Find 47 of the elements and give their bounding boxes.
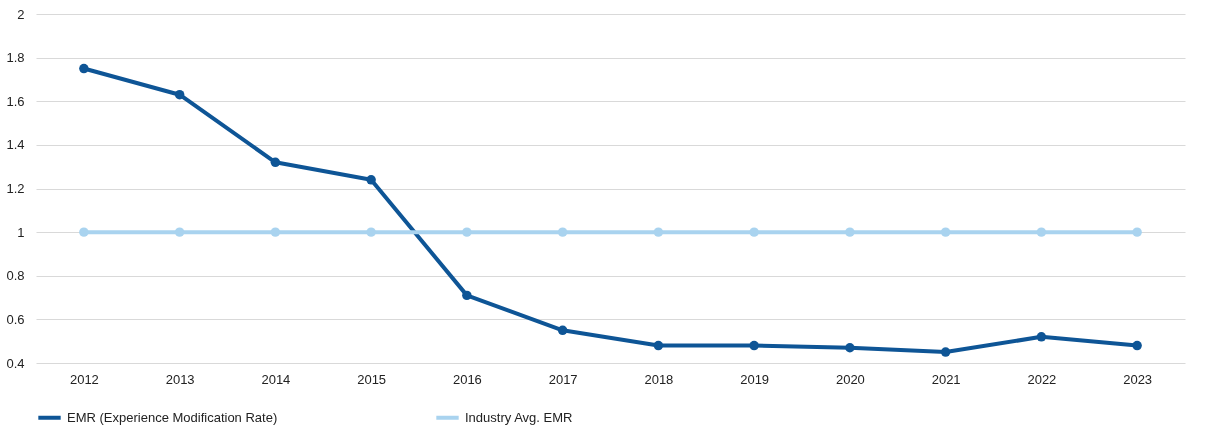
x-tick-label: 2022: [1027, 371, 1057, 387]
y-tick-label: 1.2: [6, 181, 25, 196]
y-tick-label: 1.6: [6, 93, 25, 109]
point: [749, 340, 759, 351]
x-tick-label: 2016: [452, 371, 482, 387]
point: [270, 157, 281, 168]
point: [1036, 227, 1047, 237]
point: [557, 227, 568, 237]
point: [366, 175, 376, 185]
y-tick-label: 0.4: [6, 355, 25, 371]
x-tick-label: 2014: [261, 371, 291, 387]
x-tick-label: 2013: [165, 371, 195, 387]
point: [462, 227, 472, 237]
point: [845, 343, 855, 353]
y-tick-label: 1: [17, 224, 25, 240]
point: [653, 227, 664, 237]
point: [366, 227, 376, 237]
x-tick-label: 2021: [931, 371, 961, 387]
x-tick-label: 2012: [69, 371, 99, 387]
y-tick-label: 1.4: [6, 137, 25, 153]
point: [462, 290, 472, 301]
x-tick-label: 2023: [1123, 371, 1153, 387]
point: [270, 227, 281, 237]
point: [174, 89, 185, 100]
point: [79, 227, 89, 237]
point: [653, 340, 664, 351]
y-tick-label: 1.8: [6, 50, 25, 66]
y-tick-label: 2: [17, 6, 25, 22]
x-tick-label: 2017: [548, 371, 578, 387]
point: [79, 63, 89, 74]
x-tick-label: 2018: [644, 371, 674, 387]
y-tick-label: 0.8: [6, 268, 25, 284]
legend-label: EMR (Experience Modification Rate): [67, 409, 278, 425]
point: [940, 227, 951, 237]
point: [1132, 227, 1142, 237]
point: [557, 325, 568, 336]
legend-label: Industry Avg. EMR: [465, 409, 573, 425]
x-tick-label: 2020: [835, 371, 865, 387]
point: [1036, 332, 1047, 342]
point: [1132, 340, 1142, 351]
y-tick-label: 0.6: [6, 311, 25, 327]
point: [749, 227, 759, 237]
point: [845, 227, 855, 237]
x-tick-label: 2015: [357, 371, 387, 387]
x-tick-label: 2019: [740, 371, 770, 387]
point: [174, 227, 185, 237]
point: [940, 347, 951, 357]
